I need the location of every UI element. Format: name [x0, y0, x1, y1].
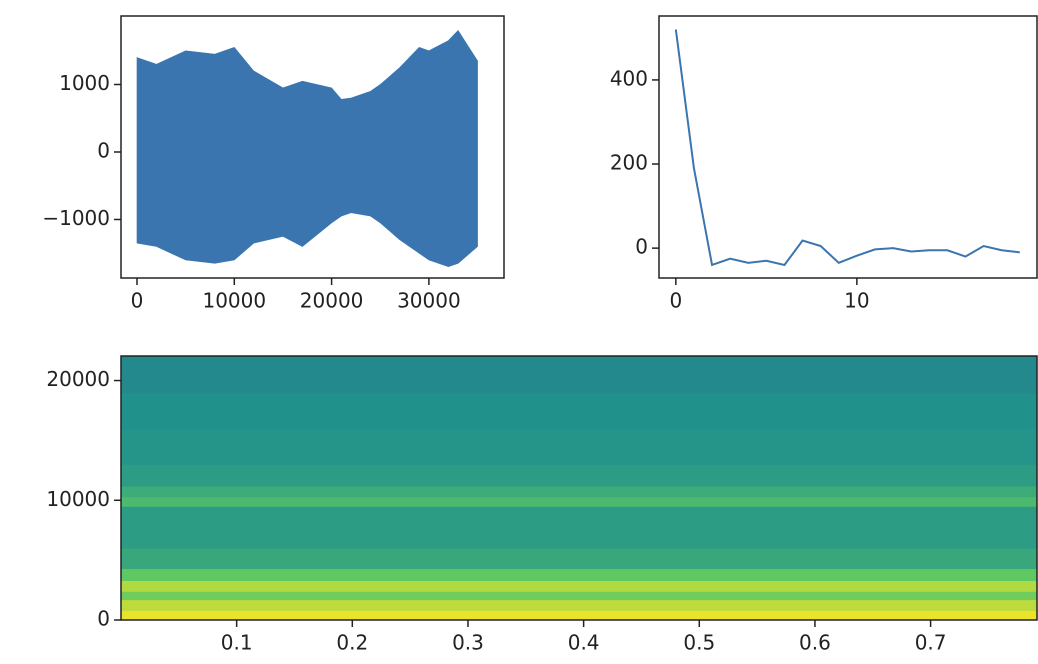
- x-tick-label: 0.3: [452, 631, 484, 655]
- axes: 0 10000 20000 30000 −1000 0 1000: [42, 15, 505, 313]
- spectrogram-band: [121, 428, 1037, 465]
- y-tick-label: 200: [610, 151, 648, 175]
- x-tick-label: 0.6: [799, 631, 831, 655]
- y-tick-label: −1000: [42, 206, 110, 230]
- x-tick-label: 0: [669, 289, 682, 313]
- y-tick-label: 0: [97, 607, 110, 631]
- spectrogram-band: [121, 496, 1037, 507]
- spectrogram-band: [121, 356, 1037, 394]
- spectrogram-band: [121, 506, 1037, 549]
- x-tick-label: 0.7: [915, 631, 947, 655]
- y-tick-label: 1000: [59, 71, 110, 95]
- axes-frame: [658, 15, 1038, 279]
- x-tick-label: 0.5: [683, 631, 715, 655]
- y-tick-label: 20000: [46, 367, 110, 391]
- plot-area: [674, 29, 1020, 267]
- waveform-envelope: [136, 30, 478, 153]
- x-tick-label: 10000: [202, 289, 266, 313]
- y-tick-label: 0: [635, 235, 648, 259]
- y-tick-label: 400: [610, 66, 648, 90]
- spectrogram-band: [121, 485, 1037, 498]
- spectrogram-band: [121, 464, 1037, 487]
- x-tick-label: 0.1: [221, 631, 253, 655]
- y-tick-label: 10000: [46, 487, 110, 511]
- spectrogram-band: [121, 548, 1037, 570]
- plot-area: [121, 356, 1037, 620]
- spectrogram-band: [121, 610, 1037, 620]
- y-tick-label: 0: [97, 138, 110, 162]
- spectrogram-band: [121, 568, 1037, 581]
- axes-frame: [120, 355, 1038, 621]
- spectrogram-band: [121, 599, 1037, 611]
- spectrogram-band: [121, 392, 1037, 429]
- x-tick-label: 30000: [397, 289, 461, 313]
- spectrogram-band: [121, 591, 1037, 601]
- x-tick-label: 20000: [300, 289, 364, 313]
- axes: 0.1 0.2 0.3 0.4 0.5 0.6 0.7 0 10000 20000: [46, 355, 1038, 655]
- x-tick-label: 0: [131, 289, 144, 313]
- plot-area: [136, 30, 478, 268]
- line: [674, 29, 1020, 267]
- x-tick-label: 0.4: [568, 631, 600, 655]
- x-tick-label: 10: [844, 289, 869, 313]
- x-tick-label: 0.2: [336, 631, 368, 655]
- axes-frame: [120, 15, 505, 279]
- spectrogram-band: [121, 580, 1037, 592]
- waveform-envelope: [136, 151, 478, 268]
